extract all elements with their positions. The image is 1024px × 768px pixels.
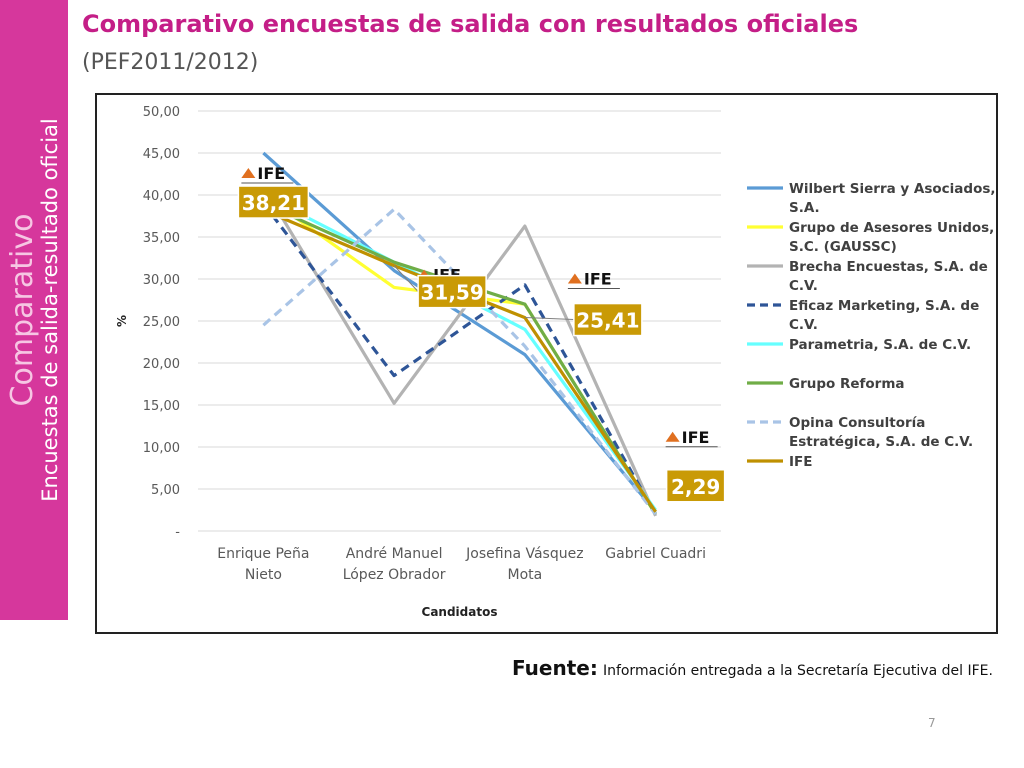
y-axis-label: %: [115, 315, 129, 327]
x-tick-label: Gabriel Cuadri: [605, 546, 706, 562]
ife-logo-text: IFE: [682, 428, 710, 447]
x-tick-label: Enrique Peña: [217, 546, 309, 562]
source-text: Información entregada a la Secretaría Ej…: [602, 663, 993, 679]
legend-label: S.C. (GAUSSC): [789, 239, 897, 255]
series-line: [262, 208, 657, 513]
legend-label: C.V.: [789, 317, 818, 333]
chart-frame: - 5,00 10,00 15,00 20,00 25,00 30,00 35,00 40,00…: [95, 93, 998, 634]
series-line: [262, 193, 657, 516]
y-tick-label: -: [175, 525, 180, 540]
sidebar-text: Comparativo Encuestas de salida-resultad…: [4, 10, 62, 610]
y-tick-label: 20,00: [143, 357, 180, 372]
series-line: [262, 202, 657, 515]
x-tick-label: André Manuel: [346, 546, 443, 562]
legend-label: Grupo de Asesores Unidos,: [789, 220, 994, 236]
y-tick-label: 35,00: [143, 231, 180, 246]
legend-label: IFE: [789, 454, 812, 470]
ife-logo-mark: [665, 431, 680, 442]
ife-logo-mark: [241, 168, 256, 179]
sidebar-band: Comparativo Encuestas de salida-resultad…: [0, 0, 68, 620]
series-line: [262, 185, 658, 517]
y-tick-label: 15,00: [143, 399, 180, 414]
source-note: Fuente: Información entregada a la Secre…: [512, 656, 993, 680]
sidebar-title: Comparativo: [4, 213, 40, 407]
ife-logo-text: IFE: [584, 270, 612, 289]
value-label-box: [417, 274, 487, 309]
legend-label: Eficaz Marketing, S.A. de: [789, 298, 979, 314]
callout-leader-line: [393, 265, 419, 292]
value-label: 38,21: [242, 191, 305, 215]
y-tick-label: 40,00: [143, 189, 180, 204]
series-line: [262, 193, 657, 511]
slide-title: Comparativo encuestas de salida con resu…: [82, 10, 859, 38]
legend-label: C.V.: [789, 278, 818, 294]
slide-subtitle: (PEF2011/2012): [82, 50, 259, 75]
x-tick-label: Mota: [508, 567, 543, 583]
ife-logo-text: IFE: [257, 164, 285, 183]
page-number: 7: [928, 716, 936, 730]
ife-logo-mark: [567, 273, 582, 284]
legend-label: S.A.: [789, 200, 820, 216]
legend-label: Estratégica, S.A. de C.V.: [789, 434, 973, 450]
series-line: [262, 207, 657, 516]
x-axis-label: Candidatos: [422, 605, 498, 619]
legend-label: Wilbert Sierra y Asociados,: [789, 181, 996, 197]
x-tick-label: Josefina Vásquez: [465, 546, 583, 562]
y-tick-label: 25,00: [143, 315, 180, 330]
y-tick-label: 10,00: [143, 441, 180, 456]
legend-label: Grupo Reforma: [789, 376, 905, 392]
value-label: 2,29: [671, 475, 720, 499]
value-label-box: [573, 302, 643, 337]
sidebar-subtitle: Encuestas de salida-resultado oficial: [37, 118, 62, 502]
value-label-box: [237, 185, 310, 219]
y-tick-label: 30,00: [143, 273, 180, 288]
legend-label: Brecha Encuestas, S.A. de: [789, 259, 988, 275]
x-tick-label: López Obrador: [343, 567, 446, 583]
callout-leader-line: [524, 317, 574, 321]
y-tick-label: 45,00: [143, 147, 180, 162]
y-tick-label: 5,00: [151, 483, 180, 498]
value-label: 25,41: [576, 309, 639, 333]
source-label: Fuente:: [512, 656, 598, 680]
line-chart: - 5,00 10,00 15,00 20,00 25,00 30,00 35,00 40,00…: [115, 105, 996, 619]
y-tick-label: 50,00: [143, 105, 180, 120]
legend-label: Parametria, S.A. de C.V.: [789, 337, 971, 353]
series-line: [262, 201, 657, 516]
value-label-box: [665, 469, 726, 503]
x-tick-label: Nieto: [245, 567, 282, 583]
value-label: 31,59: [420, 281, 483, 305]
legend-label: Opina Consultoría: [789, 415, 925, 431]
